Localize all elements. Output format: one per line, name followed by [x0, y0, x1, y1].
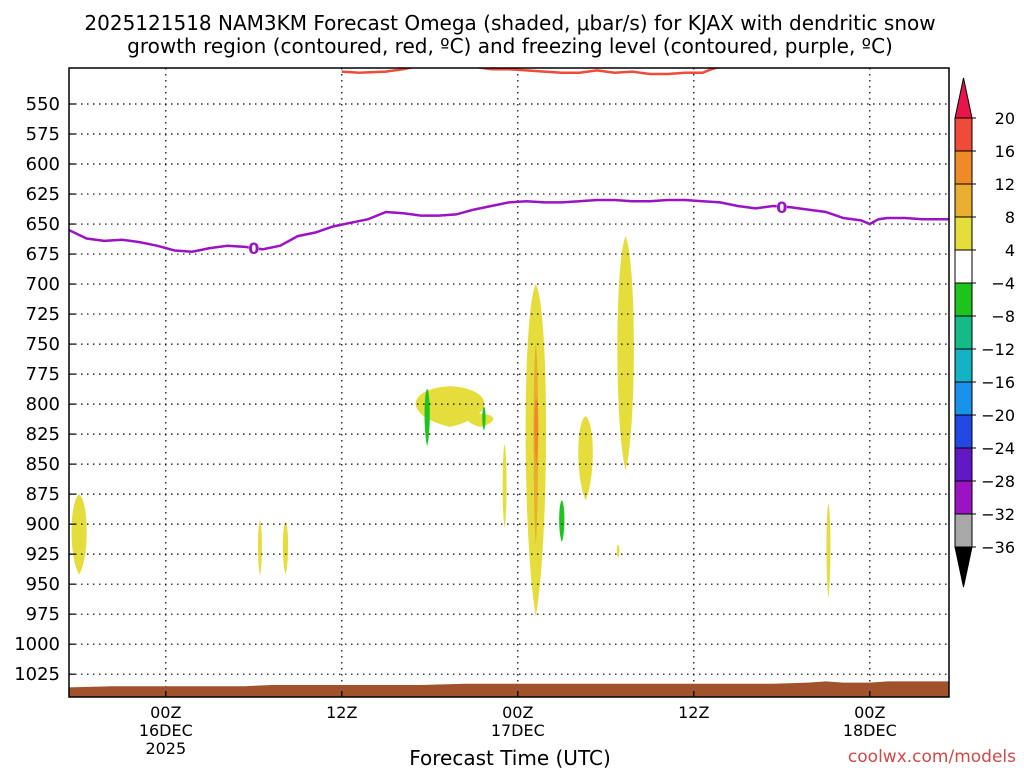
terrain-surface — [69, 681, 949, 697]
colorbar-label: −4 — [991, 274, 1015, 293]
x-tick-label: 2025 — [145, 739, 186, 758]
credit-text[interactable]: coolwx.com/models — [848, 747, 1016, 767]
y-tick-label: 700 — [26, 274, 60, 295]
y-tick-label: 875 — [26, 484, 60, 505]
colorbar-label: 4 — [1005, 241, 1015, 260]
y-tick-label: 900 — [26, 514, 60, 535]
terrain-fill — [69, 681, 949, 697]
omega-feature — [616, 544, 620, 558]
x-axis-label: Forecast Time (UTC) — [409, 746, 611, 768]
omega-feature — [534, 398, 539, 465]
plot-background — [69, 68, 949, 697]
colorbar-segment — [954, 249, 973, 284]
y-tick-label: 1025 — [14, 664, 60, 685]
colorbar-label: −36 — [981, 538, 1015, 557]
colorbar-segment — [954, 414, 973, 449]
omega-feature — [482, 406, 486, 431]
y-tick-label: 575 — [26, 124, 60, 145]
y-tick-label: 925 — [26, 544, 60, 565]
freezing-level-line — [69, 198, 949, 253]
y-tick-label: 825 — [26, 424, 60, 445]
freezing-level-label: 0 — [776, 198, 787, 217]
colorbar-label: −24 — [981, 439, 1015, 458]
dgz-contour-line — [341, 68, 721, 76]
colorbar-label: 16 — [995, 142, 1015, 161]
y-tick-label: 550 — [26, 94, 60, 115]
colorbar-segment — [954, 216, 973, 251]
colorbar-arrow-top — [954, 77, 973, 119]
colorbar-segment — [954, 447, 973, 482]
colorbar-segment — [954, 513, 973, 548]
y-tick-label: 975 — [26, 604, 60, 625]
x-tick-label: 12Z — [678, 703, 709, 722]
colorbar-label: 12 — [995, 175, 1015, 194]
y-tick-label: 750 — [26, 334, 60, 355]
pressure-axis: 550 575 600 625 650 675 700 725 750 775 800 825 850 8… — [14, 94, 75, 685]
y-tick-label: 650 — [26, 214, 60, 235]
omega-feature — [467, 413, 494, 427]
colorbar-segment — [954, 315, 973, 350]
freezing-label-bg — [776, 199, 787, 216]
colorbar-label: −32 — [981, 505, 1015, 524]
y-tick-label: 775 — [26, 364, 60, 385]
omega-shading — [71, 236, 831, 617]
x-tick-label: 00Z — [854, 703, 885, 722]
omega-feature — [559, 500, 565, 543]
colorbar-label: −12 — [981, 340, 1015, 359]
colorbar-label: 20 — [995, 109, 1015, 128]
colorbar-segment — [954, 348, 973, 383]
colorbar-segment — [954, 150, 973, 185]
omega-feature — [415, 386, 485, 427]
chart-title-line1: 2025121518 NAM3KM Forecast Omega (shaded… — [84, 11, 935, 35]
x-tick-label: 12Z — [326, 703, 357, 722]
colorbar-segment — [954, 117, 973, 152]
x-tick-label: 00Z — [150, 703, 181, 722]
grid-lines — [69, 68, 949, 697]
colorbar-label: 8 — [1005, 208, 1015, 227]
colorbar-label: −28 — [981, 472, 1015, 491]
y-tick-label: 950 — [26, 574, 60, 595]
colorbar-label: −20 — [981, 406, 1015, 425]
x-tick-label: 00Z — [502, 703, 533, 722]
colorbar-segment — [954, 480, 973, 515]
omega-feature — [617, 236, 634, 471]
freezing-level-label: 0 — [248, 239, 259, 258]
y-tick-label: 800 — [26, 394, 60, 415]
colorbar-label: −8 — [991, 307, 1015, 326]
y-tick-label: 675 — [26, 244, 60, 265]
colorbar-arrow-bottom — [954, 546, 973, 588]
contour-lines: 00 — [69, 68, 949, 258]
omega-feature — [826, 503, 831, 599]
y-tick-label: 1000 — [14, 634, 60, 655]
x-tick-label: 18DEC — [843, 721, 897, 740]
colorbar-segment — [954, 183, 973, 218]
omega-feature — [424, 388, 430, 447]
y-tick-label: 625 — [26, 184, 60, 205]
omega-feature — [578, 416, 593, 501]
y-tick-label: 600 — [26, 154, 60, 175]
chart-title-line2: growth region (contoured, red, ºC) and f… — [127, 34, 893, 58]
omega-feature — [257, 520, 262, 576]
colorbar-segment — [954, 282, 973, 317]
x-tick-label: 16DEC — [139, 721, 193, 740]
y-tick-label: 725 — [26, 304, 60, 325]
x-tick-label: 17DEC — [491, 721, 545, 740]
omega-feature — [282, 521, 289, 575]
plot-frame — [68, 67, 950, 698]
y-tick-label: 850 — [26, 454, 60, 475]
colorbar-label: −16 — [981, 373, 1015, 392]
colorbar-legend: 20 16 12 8 4 −4 −8 −12 −16 −20 −24 −28 −32 −36 — [954, 77, 1015, 588]
plot-area: 00 — [68, 67, 950, 698]
omega-feature — [502, 443, 507, 528]
colorbar-segment — [954, 381, 973, 416]
freezing-label-bg — [248, 240, 259, 257]
